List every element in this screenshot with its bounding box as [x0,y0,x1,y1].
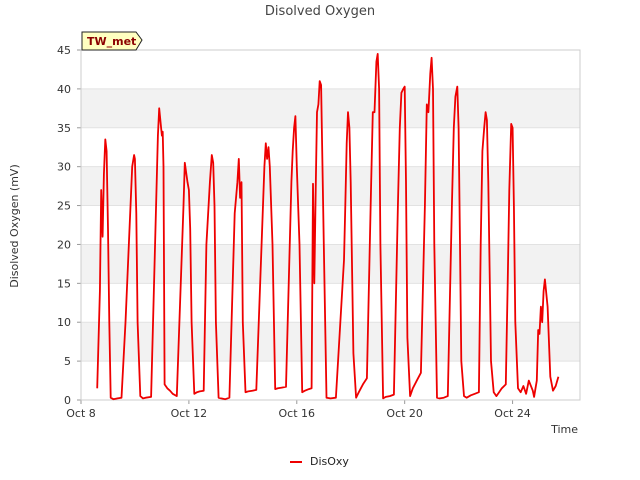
x-axis-label: Time [550,423,578,436]
y-tick-label: 40 [57,83,71,96]
series-group [96,53,560,401]
legend-label-disoxy: DisOxy [310,455,349,468]
y-tick-label: 45 [57,44,71,57]
site-tag-box [81,31,143,51]
series-line-disoxy [96,53,560,401]
y-tick-label: 30 [57,161,71,174]
grid-band [81,322,580,362]
legend: DisOxy [290,455,349,468]
grid-band [81,244,580,284]
y-tick-label: 15 [57,277,71,290]
y-tick-label: 25 [57,200,71,213]
site-tag: TW_met [81,31,143,51]
chart-title: Disolved Oxygen [265,4,375,19]
x-tick-label: Oct 8 [66,407,96,420]
grid-band [81,283,580,323]
x-tick-label: Oct 24 [494,407,531,420]
y-tick-label: 20 [57,238,71,251]
plot-frame [80,49,581,401]
x-axis-ticks: Oct 8 Oct 12 Oct 16 Oct 20 Oct 24 [66,400,531,420]
y-tick-label: 5 [64,355,71,368]
grid-band [81,50,580,89]
y-tick-label: 35 [57,122,71,135]
y-tick-label: 0 [64,394,71,407]
x-tick-label: Oct 16 [279,407,316,420]
x-tick-label: Oct 20 [386,407,423,420]
grid-band [81,88,580,128]
x-tick-label: Oct 12 [171,407,208,420]
y-axis-label: Disolved Oxygen (mV) [8,164,21,288]
site-tag-label: TW_met [87,35,136,48]
y-tick-label: 10 [57,316,71,329]
grid-band [81,127,580,167]
